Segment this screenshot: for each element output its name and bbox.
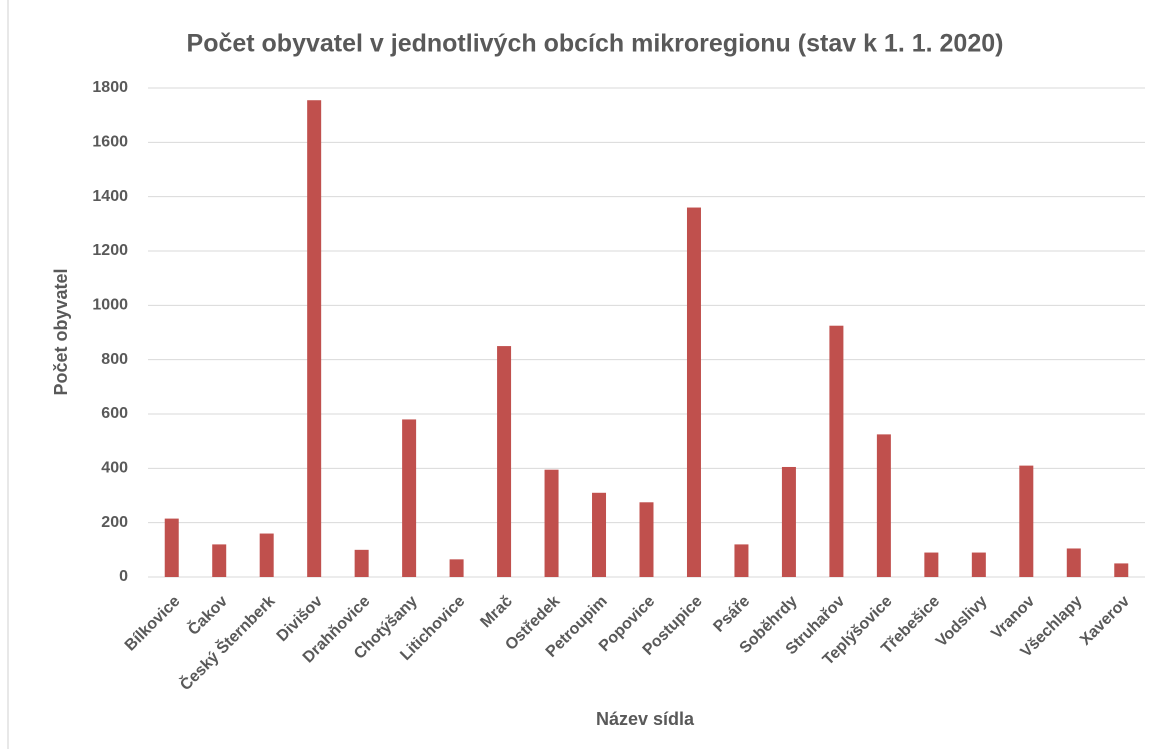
bar (497, 346, 512, 577)
y-tick-label: 400 (101, 460, 128, 477)
x-tick-label: Vodslivy (933, 593, 991, 651)
y-axis-label: Počet obyvatel (51, 268, 71, 395)
bar (164, 518, 179, 577)
y-tick-label: 1000 (92, 297, 128, 314)
bar (259, 533, 274, 577)
y-tick-label: 600 (101, 405, 128, 422)
x-axis-label: Název sídla (596, 709, 695, 729)
x-tick-label: Bílkovice (122, 593, 184, 655)
chart-title: Počet obyvatel v jednotlivých obcích mik… (187, 30, 1004, 58)
y-tick-label: 1800 (92, 79, 128, 96)
x-tick-label: Mrač (477, 593, 516, 632)
y-tick-label: 800 (101, 351, 128, 368)
y-tick-label: 1400 (92, 188, 128, 205)
bar (686, 207, 701, 578)
bar (924, 552, 939, 577)
bar (971, 552, 986, 577)
x-tick-label: Xaverov (1077, 593, 1133, 649)
y-tick-label: 1200 (92, 242, 128, 259)
bar (307, 100, 322, 577)
y-tick-label: 200 (101, 514, 128, 531)
bar (1114, 563, 1129, 577)
bar (544, 469, 559, 577)
bar (449, 559, 464, 577)
y-tick-label: 0 (119, 568, 128, 585)
bar (876, 434, 891, 577)
bar (829, 325, 844, 577)
x-tick-label: Psáře (710, 593, 753, 636)
bar (1019, 465, 1034, 577)
x-tick-label: Čakov (184, 591, 231, 638)
bar (639, 502, 654, 577)
bar (402, 419, 417, 577)
bar (1066, 548, 1081, 577)
bar (734, 544, 749, 577)
bar (592, 492, 607, 577)
y-tick-label: 1600 (92, 134, 128, 151)
bar (781, 466, 796, 577)
bar (212, 544, 227, 577)
bar (354, 549, 369, 577)
